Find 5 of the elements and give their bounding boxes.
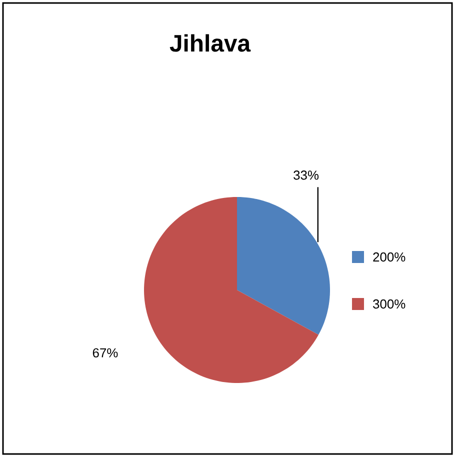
data-label: 33% xyxy=(294,170,319,180)
chart-title: Jihlava xyxy=(170,34,251,52)
legend-label: 200% xyxy=(373,252,406,262)
legend-label: 300% xyxy=(373,299,406,309)
data-label: 67% xyxy=(92,348,118,358)
